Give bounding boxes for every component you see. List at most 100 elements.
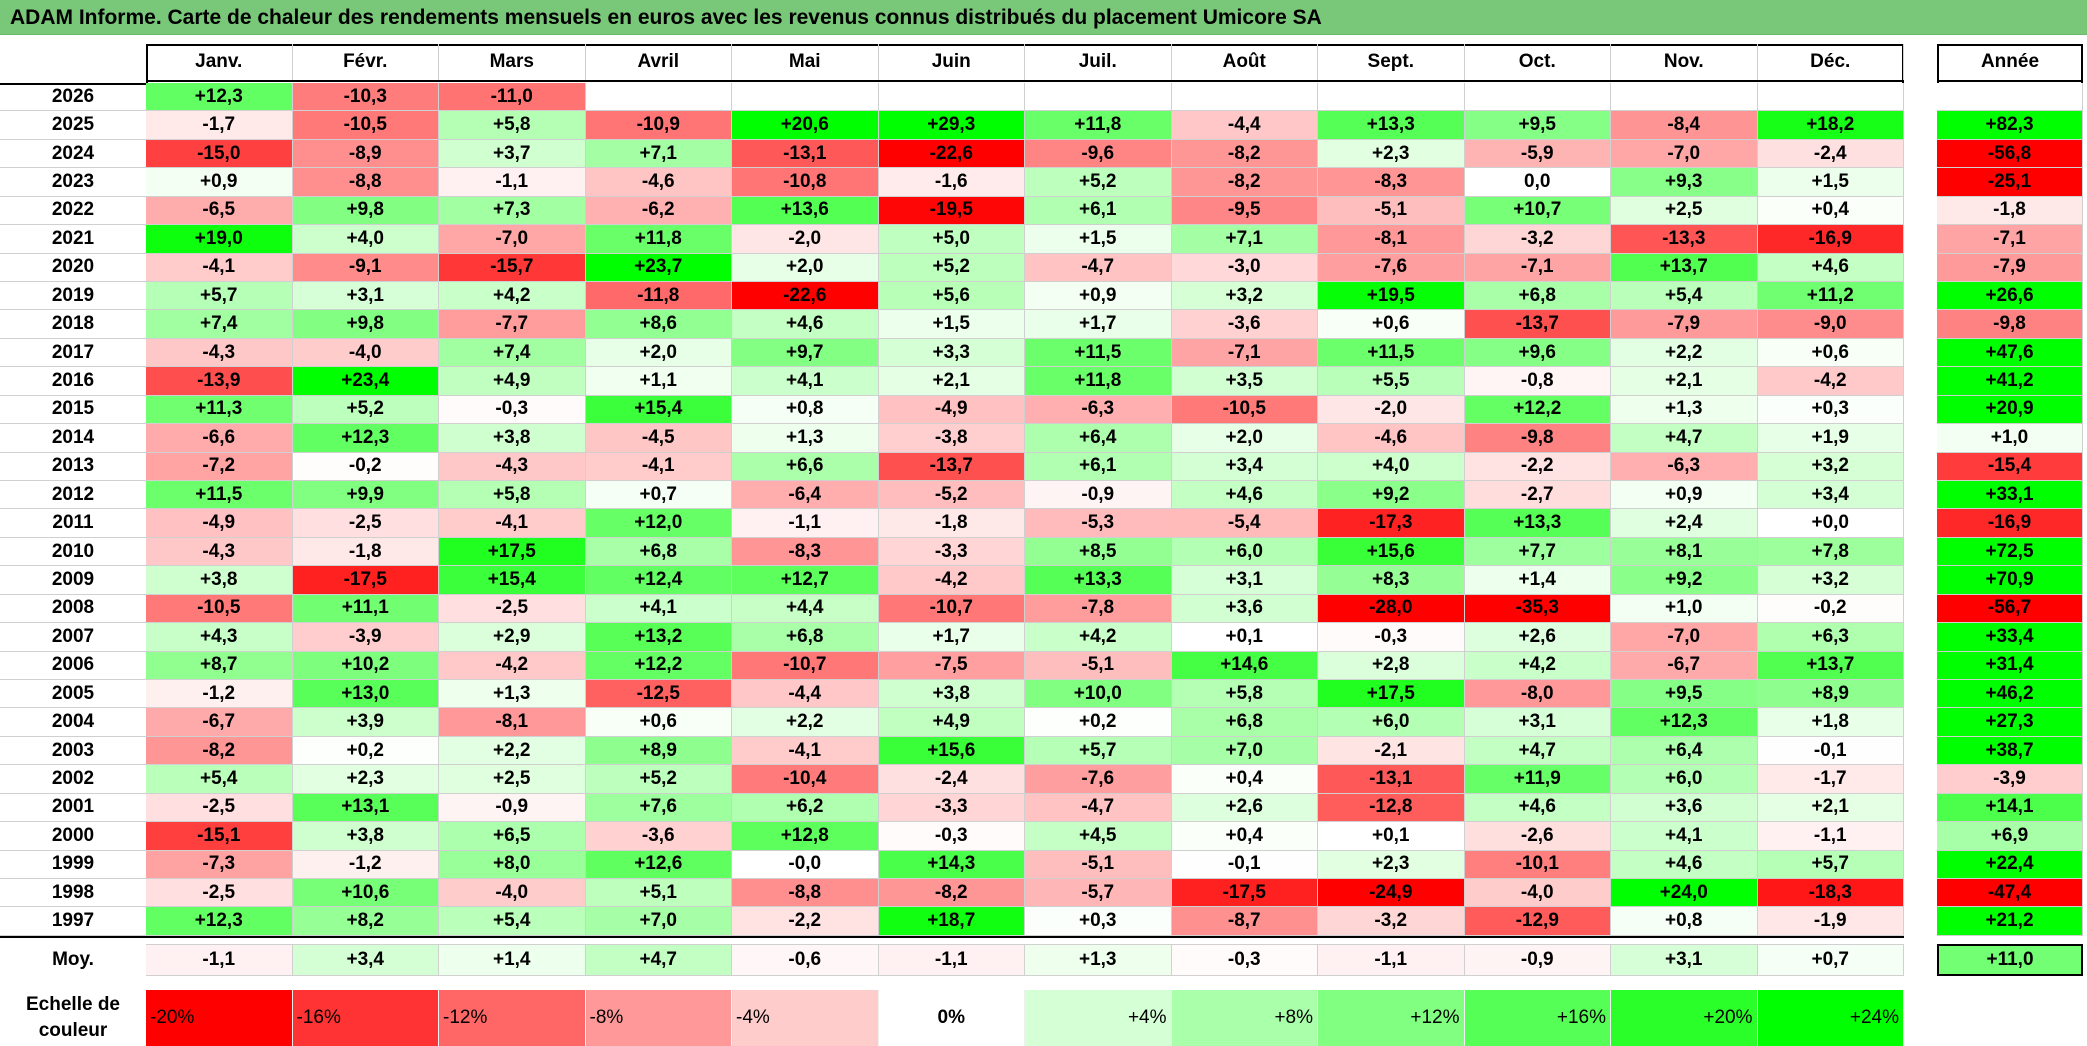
heatmap-cell: +9,3 <box>1611 168 1758 197</box>
heatmap-cell: -22,6 <box>878 139 1025 169</box>
heatmap-cell: +3,4 <box>1757 481 1904 510</box>
heatmap-cell: +0,2 <box>292 736 439 766</box>
legend-swatch: +8% <box>1171 989 1318 1046</box>
heatmap-cell: -6,7 <box>1611 651 1758 681</box>
heatmap-cell: +8,0 <box>439 850 586 880</box>
heatmap-cell: -6,7 <box>146 708 293 737</box>
heatmap-cell: +2,0 <box>585 338 732 368</box>
average-cell: -0,6 <box>732 943 879 976</box>
heatmap-cell: +7,4 <box>439 338 586 368</box>
heatmap-cell: +5,5 <box>1318 367 1465 396</box>
heatmap-cell: -5,1 <box>1025 850 1172 880</box>
heatmap-cell: -7,1 <box>1464 253 1611 282</box>
annual-cell: +47,6 <box>1937 338 2083 368</box>
heatmap-cell: -6,3 <box>1611 452 1758 481</box>
heatmap-cell: +10,6 <box>292 879 439 908</box>
heatmap-cell: -17,5 <box>292 566 439 595</box>
heatmap-cell: +4,9 <box>878 708 1025 737</box>
heatmap-cell: -35,3 <box>1464 594 1611 624</box>
heatmap-cell: +1,5 <box>1025 225 1172 254</box>
heatmap-cell: +2,0 <box>732 253 879 282</box>
heatmap-cell: +3,3 <box>878 338 1025 368</box>
heatmap-cell <box>1025 83 1172 112</box>
heatmap-cell: +19,5 <box>1318 282 1465 311</box>
heatmap-cell: -1,1 <box>732 509 879 538</box>
heatmap-cell: -8,2 <box>146 736 293 766</box>
heatmap-cell: +4,9 <box>439 367 586 396</box>
month-header: Janv. <box>146 44 293 80</box>
heatmap-cell: -2,1 <box>1318 736 1465 766</box>
heatmap-cell: +7,8 <box>1757 537 1904 567</box>
heatmap-cell: -2,0 <box>732 225 879 254</box>
month-header: Déc. <box>1758 44 1904 80</box>
heatmap-cell: -8,1 <box>439 708 586 737</box>
heatmap-cell: +13,2 <box>585 623 732 652</box>
heatmap-cell: +3,4 <box>1171 452 1318 481</box>
heatmap-cell: +12,0 <box>585 509 732 538</box>
year-label: 2001 <box>0 794 146 823</box>
heatmap-cell: -4,3 <box>146 338 293 368</box>
heatmap-cell: +5,4 <box>439 907 586 936</box>
heatmap-cell: -2,4 <box>878 765 1025 794</box>
heatmap-cell: +7,1 <box>585 139 732 169</box>
annual-header: Année <box>1980 51 2040 72</box>
heatmap-cell: +5,2 <box>585 765 732 794</box>
heatmap-cell: +8,9 <box>1757 680 1904 709</box>
heatmap-cell: -9,5 <box>1171 196 1318 226</box>
heatmap-cell: +4,7 <box>1464 736 1611 766</box>
heatmap-cell: +29,3 <box>878 111 1025 140</box>
annual-cell: -16,9 <box>1937 509 2083 538</box>
heatmap-cell <box>732 83 879 112</box>
heatmap-cell: +5,7 <box>1025 736 1172 766</box>
heatmap-cell: -9,6 <box>1025 139 1172 169</box>
heatmap-cell <box>1611 83 1758 112</box>
heatmap-cell: -7,3 <box>146 850 293 880</box>
heatmap-cell: +5,8 <box>439 111 586 140</box>
heatmap-cell: -17,5 <box>1171 879 1318 908</box>
heatmap-cell: +14,6 <box>1171 651 1318 681</box>
heatmap-cell: +8,1 <box>1611 537 1758 567</box>
heatmap-cell: -1,7 <box>1757 765 1904 794</box>
heatmap-cell: +15,4 <box>439 566 586 595</box>
heatmap-cell: +18,2 <box>1757 111 1904 140</box>
heatmap-cell: +11,2 <box>1757 282 1904 311</box>
heatmap-cell: +12,3 <box>146 83 293 112</box>
heatmap-cell: +1,3 <box>1611 395 1758 425</box>
heatmap-cell <box>878 83 1025 112</box>
heatmap-cell: -0,9 <box>439 793 586 823</box>
heatmap-cell: +6,6 <box>732 452 879 481</box>
heatmap-cell: -4,0 <box>439 879 586 908</box>
heatmap-cell: +14,3 <box>878 850 1025 880</box>
heatmap-cell: +17,5 <box>439 537 586 567</box>
heatmap-cell: +10,7 <box>1464 196 1611 226</box>
heatmap-cell: -3,3 <box>878 537 1025 567</box>
heatmap-cell: -0,3 <box>878 822 1025 851</box>
heatmap-cell: +13,1 <box>292 793 439 823</box>
heatmap-cell: +3,6 <box>1171 594 1318 624</box>
heatmap-cell: +3,7 <box>439 139 586 169</box>
heatmap-cell: -0,2 <box>292 452 439 481</box>
heatmap-cell: +1,9 <box>1757 424 1904 453</box>
heatmap-cell: -4,1 <box>146 253 293 282</box>
heatmap-cell: -8,2 <box>878 879 1025 908</box>
heatmap-cell: +2,6 <box>1171 793 1318 823</box>
heatmap-cell: +9,6 <box>1464 338 1611 368</box>
heatmap-cell: -4,6 <box>585 168 732 197</box>
legend-swatch: +24% <box>1757 989 1904 1046</box>
heatmap-cell: -4,2 <box>439 651 586 681</box>
heatmap-cell: +0,2 <box>1025 708 1172 737</box>
year-label: 2010 <box>0 538 146 567</box>
heatmap-cell: +5,1 <box>585 879 732 908</box>
average-cell: -1,1 <box>878 943 1025 976</box>
heatmap-cell: +7,0 <box>1171 736 1318 766</box>
heatmap-cell: +2,5 <box>439 765 586 794</box>
heatmap-cell: -11,8 <box>585 282 732 311</box>
heatmap-cell: +5,7 <box>146 282 293 311</box>
heatmap-cell: -7,6 <box>1025 765 1172 794</box>
annual-header-underline <box>1937 80 2083 82</box>
heatmap-cell: +2,5 <box>1611 196 1758 226</box>
legend-title: Echelle de couleur <box>0 992 146 1044</box>
heatmap-cell: +13,3 <box>1464 509 1611 538</box>
heatmap-cell: -19,5 <box>878 196 1025 226</box>
heatmap-cell: -22,6 <box>732 282 879 311</box>
